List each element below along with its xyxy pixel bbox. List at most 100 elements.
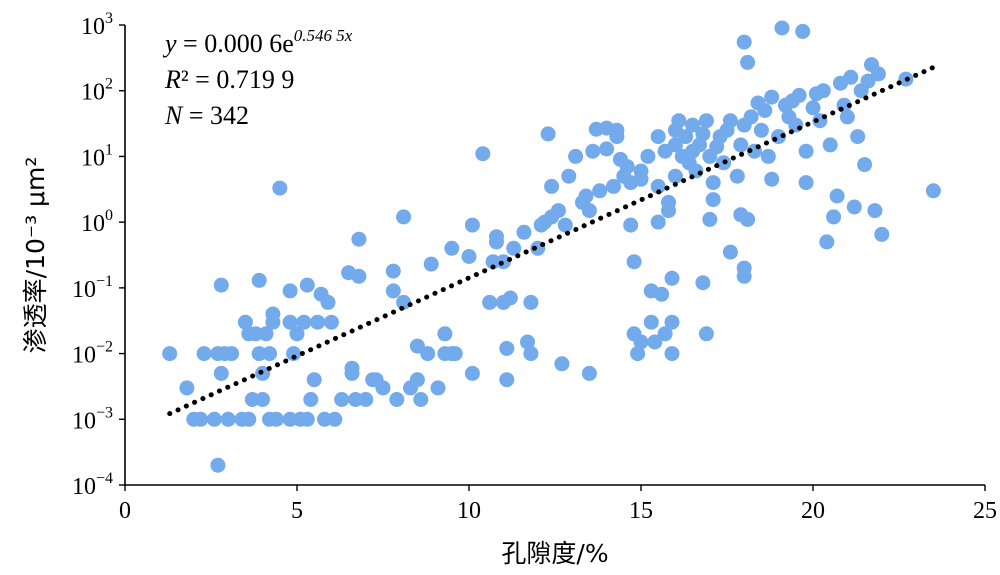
data-point <box>251 272 267 288</box>
data-point <box>248 326 264 342</box>
data-point <box>568 148 584 164</box>
data-point <box>420 346 436 362</box>
data-point <box>702 211 718 227</box>
data-point <box>592 183 608 199</box>
data-point <box>320 294 336 310</box>
data-point <box>695 275 711 291</box>
x-ticks: 0 5 10 15 20 25 <box>119 485 997 524</box>
y-tick-base: 10 <box>81 80 105 106</box>
data-point <box>224 346 240 362</box>
data-point <box>461 249 477 264</box>
data-point <box>764 89 780 105</box>
data-point <box>179 380 195 396</box>
data-point <box>409 372 425 388</box>
data-point <box>520 334 535 350</box>
data-point <box>650 214 666 230</box>
data-point <box>846 199 862 215</box>
y-tick-label: 10−2 <box>72 339 113 369</box>
data-point <box>396 209 412 225</box>
data-point <box>385 283 401 299</box>
equation-exponent: 0.546 5x <box>294 26 353 45</box>
data-point <box>258 326 274 342</box>
data-point <box>282 411 298 427</box>
x-tick-label: 20 <box>801 498 825 524</box>
data-point <box>430 380 446 396</box>
data-point <box>303 392 319 407</box>
data-point <box>255 392 271 407</box>
data-point <box>447 346 463 362</box>
data-point <box>647 334 663 350</box>
data-point <box>485 254 501 270</box>
data-point <box>743 109 759 125</box>
data-point <box>296 314 312 330</box>
data-point <box>626 254 642 270</box>
y-tick-label: 100 <box>81 207 113 237</box>
data-point <box>826 209 842 225</box>
x-tick-label: 25 <box>973 498 997 524</box>
data-point <box>619 159 635 175</box>
data-point <box>475 146 491 162</box>
data-point <box>437 326 453 342</box>
y-tick-base: 10 <box>81 211 105 237</box>
data-point <box>643 314 659 330</box>
x-tick-label: 5 <box>291 498 303 524</box>
data-point <box>633 334 649 350</box>
data-point <box>495 254 511 270</box>
r-squared: R² = 0.719 9 <box>164 65 294 94</box>
data-point <box>798 175 814 191</box>
data-point <box>464 365 480 381</box>
y-tick-exponent: 3 <box>105 10 113 27</box>
n-value: = 342 <box>182 101 249 130</box>
data-point <box>423 256 439 272</box>
data-point <box>310 314 326 330</box>
data-point <box>327 411 343 427</box>
data-point <box>554 356 570 372</box>
data-point <box>857 157 873 173</box>
data-point <box>657 326 673 342</box>
data-point <box>268 411 284 427</box>
x-axis-title: 孔隙度/% <box>501 539 608 568</box>
data-point <box>272 180 288 196</box>
data-point <box>206 411 222 427</box>
data-point <box>523 346 539 362</box>
y-tick-base: 10 <box>72 343 96 369</box>
y-tick-label: 10−1 <box>72 273 113 303</box>
data-point <box>736 34 752 50</box>
data-point <box>289 326 305 342</box>
x-tick-label: 15 <box>629 498 653 524</box>
y-tick-exponent: 0 <box>105 207 113 224</box>
y-tick-base: 10 <box>81 14 105 40</box>
sample-count: N = 342 <box>164 101 249 130</box>
data-point <box>733 137 749 153</box>
data-point <box>561 168 577 184</box>
y-tick-exponent: −3 <box>96 404 113 421</box>
y-axis-title: 渗透率/10⁻³ μm² <box>21 157 50 354</box>
y-tick-exponent: −2 <box>96 339 113 356</box>
data-point <box>850 129 866 145</box>
data-point <box>633 163 649 179</box>
data-point <box>667 168 683 184</box>
data-point <box>334 392 350 407</box>
data-point <box>774 20 790 36</box>
data-point <box>798 143 814 159</box>
data-point <box>736 268 752 284</box>
data-point <box>220 411 236 427</box>
data-point <box>705 175 721 191</box>
data-point <box>482 294 498 310</box>
data-point <box>664 346 680 362</box>
data-point <box>740 211 756 227</box>
y-tick-label: 10−4 <box>72 470 113 500</box>
data-point <box>409 338 425 354</box>
data-point <box>282 314 298 330</box>
data-point <box>650 178 666 194</box>
data-point <box>740 54 756 70</box>
data-point <box>698 326 714 342</box>
annotation-block: y = 0.000 6e0.546 5x R² = 0.719 9 N = 34… <box>162 26 353 130</box>
y-tick-label: 103 <box>81 10 113 40</box>
n-label: N <box>164 101 184 130</box>
data-point <box>822 137 838 153</box>
data-point <box>667 137 683 153</box>
data-point <box>413 392 429 407</box>
data-point <box>323 314 339 330</box>
